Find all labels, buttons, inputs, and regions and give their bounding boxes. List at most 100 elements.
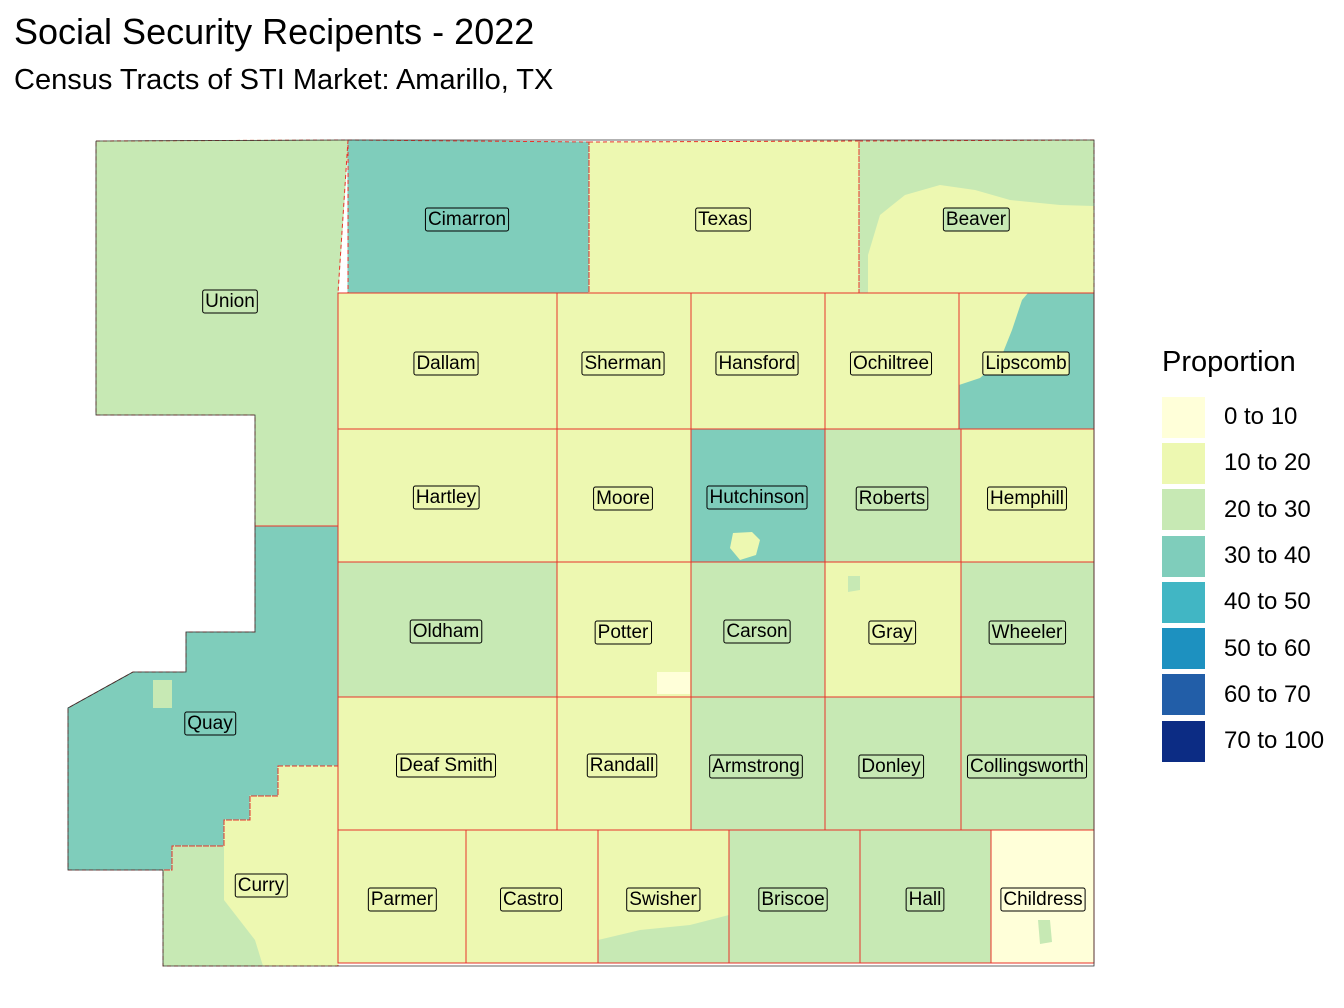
county-label-box (905, 887, 945, 912)
county-label-text: Moore (596, 488, 650, 509)
county-label-box (409, 619, 483, 644)
county-union (95, 139, 349, 527)
legend-item: 20 to 30 (1162, 487, 1342, 533)
county-label-text: Union (205, 291, 255, 312)
county-label: Dallam (413, 351, 479, 376)
legend-item: 30 to 40 (1162, 533, 1342, 579)
legend-label: 70 to 100 (1224, 727, 1325, 755)
county-label: Roberts (855, 486, 929, 511)
county-label-text: Oldham (413, 621, 480, 642)
county-label: Ochiltree (849, 351, 933, 376)
county-label-text: Texas (698, 209, 748, 230)
county-label-text: Swisher (629, 889, 697, 910)
county-label: Sherman (581, 351, 665, 376)
county-label-box (184, 711, 237, 736)
tract-curry (163, 846, 263, 966)
county-label-text: Ochiltree (853, 353, 929, 374)
legend-swatch (1162, 581, 1205, 623)
county-label-box (594, 620, 653, 645)
legend-label: 40 to 50 (1224, 588, 1311, 616)
tract-potter (657, 672, 690, 694)
legend-title: Proportion (1162, 346, 1296, 378)
county-label-text: Castro (503, 889, 559, 910)
county-label-box (593, 486, 653, 511)
county-label: Hall (905, 887, 945, 912)
county-label: Quay (184, 711, 237, 736)
county-label: Moore (593, 486, 653, 511)
legend-label: 0 to 10 (1224, 403, 1298, 431)
county-label-text: Randall (590, 755, 654, 776)
county-label: Briscoe (758, 887, 828, 912)
county-label-text: Collingsworth (970, 756, 1084, 777)
county-label: Hartley (412, 485, 480, 510)
county-label: Randall (586, 753, 658, 778)
county-label: Cimarron (424, 207, 510, 232)
legend-item: 0 to 10 (1162, 394, 1342, 440)
county-label: Wheeler (988, 620, 1067, 645)
county-label: Hutchinson (706, 485, 808, 510)
market-outline (67, 139, 1095, 967)
county-label-box (988, 620, 1067, 645)
county-label: Deaf Smith (396, 753, 496, 778)
legend-swatch (1162, 535, 1205, 577)
county-label: Lipscomb (982, 351, 1070, 376)
county-label-text: Carson (726, 621, 787, 642)
tract-quay (153, 680, 172, 708)
legend-label: 60 to 70 (1224, 680, 1311, 708)
legend-swatch (1162, 489, 1205, 531)
legend-swatch (1162, 674, 1205, 716)
legend-label: 30 to 40 (1224, 542, 1311, 570)
legend-swatch (1162, 720, 1205, 762)
county-label-text: Lipscomb (985, 353, 1066, 374)
county-label-box (709, 754, 803, 779)
county-label-text: Parmer (371, 889, 434, 910)
county-label-text: Quay (187, 713, 233, 734)
legend-item: 60 to 70 (1162, 672, 1342, 718)
county-label-box (758, 887, 828, 912)
county-label-text: Roberts (859, 488, 926, 509)
tract-childress (1038, 920, 1052, 944)
county-label-text: Briscoe (761, 889, 824, 910)
legend-swatch (1162, 628, 1205, 670)
county-label: Beaver (942, 207, 1010, 232)
county-label: Swisher (626, 887, 701, 912)
legend-label: 20 to 30 (1224, 495, 1311, 523)
county-label-box (367, 887, 437, 912)
county-label-text: Hemphill (990, 488, 1064, 509)
county-label-box (412, 485, 480, 510)
county-label-box (982, 351, 1070, 376)
tract-swisher (598, 915, 729, 963)
tract-hutchinson (730, 532, 760, 560)
county-label-box (715, 351, 799, 376)
county-label-text: Cimarron (428, 209, 506, 230)
county-label-box (202, 289, 258, 314)
county-label: Collingsworth (966, 754, 1088, 779)
tract-gray (848, 576, 860, 592)
county-label: Parmer (367, 887, 437, 912)
county-label-text: Hall (909, 889, 942, 910)
county-label-box (413, 351, 479, 376)
map-subtitle: Census Tracts of STI Market: Amarillo, T… (14, 64, 554, 96)
county-label-text: Curry (238, 875, 285, 896)
county-label-text: Sherman (584, 353, 661, 374)
county-label: Gray (868, 620, 917, 645)
county-label-box (706, 485, 808, 510)
county-label-box (987, 486, 1067, 511)
legend-label: 50 to 60 (1224, 634, 1311, 662)
choropleth-map: Union Cimarron Texas Beaver Dallam Sherman Han… (67, 139, 1095, 967)
legend-item: 70 to 100 (1162, 718, 1342, 764)
county-label: Hansford (715, 351, 799, 376)
legend-item: 40 to 50 (1162, 579, 1342, 625)
county-label-text: Donley (861, 756, 921, 777)
county-label: Childress (1000, 887, 1086, 912)
county-label-box (1000, 887, 1086, 912)
county-label-box (586, 753, 658, 778)
county-label-text: Hansford (718, 353, 795, 374)
legend-label: 10 to 20 (1224, 449, 1311, 477)
county-label: Curry (234, 873, 288, 898)
county-label-box (868, 620, 917, 645)
county-label-text: Hutchinson (709, 487, 804, 508)
county-label-text: Deaf Smith (399, 755, 493, 776)
map-title: Social Security Recipents - 2022 (14, 11, 535, 52)
county-label: Castro (500, 887, 562, 912)
